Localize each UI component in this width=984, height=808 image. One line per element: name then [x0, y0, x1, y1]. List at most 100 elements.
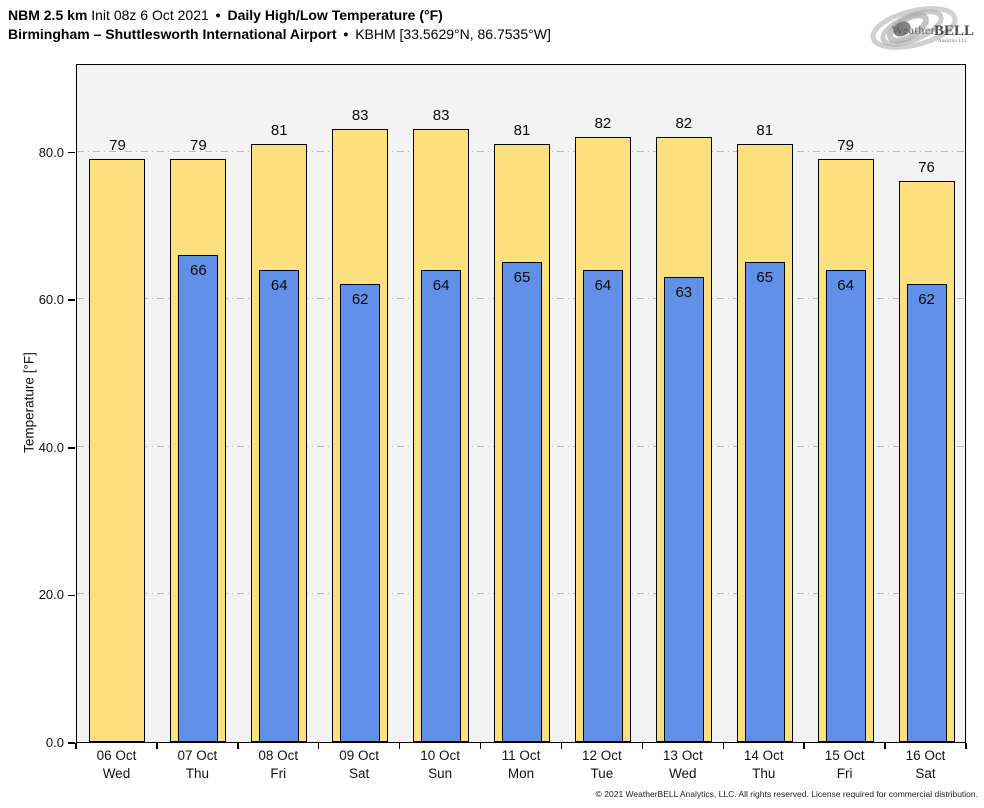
- x-label-weekday: Fri: [270, 766, 287, 781]
- high-value-label: 83: [432, 107, 450, 125]
- low-bar-08-Oct: [259, 269, 300, 742]
- x-label-date: 08 Oct: [258, 748, 299, 763]
- x-tick-mark: [641, 743, 644, 749]
- y-tick-mark: [68, 151, 75, 154]
- high-value-label: 79: [190, 136, 207, 154]
- x-tick-mark: [156, 743, 158, 749]
- model-name: NBM 2.5 km: [8, 7, 88, 23]
- title-line: NBM 2.5 km Init 08z 6 Oct 2021 • Daily H…: [8, 6, 551, 25]
- separator-bullet: •: [215, 7, 221, 23]
- x-label-weekday: Sat: [915, 766, 936, 781]
- high-value-label: 79: [109, 136, 126, 154]
- x-label-weekday: Wed: [102, 766, 131, 781]
- x-tick-mark: [317, 743, 320, 749]
- hurricane-swirl-icon: Weather BELL Analytics LLC: [870, 6, 974, 50]
- high-value-label: 82: [594, 114, 612, 132]
- x-axis-label: 09 Oct Sat: [319, 747, 400, 783]
- low-bar-09-Oct: [340, 284, 381, 742]
- copyright-notice: © 2021 WeatherBELL Analytics, LLC. All r…: [595, 789, 978, 799]
- low-bar-13-Oct: [663, 277, 704, 742]
- x-label-date: 11 Oct: [501, 748, 541, 763]
- low-bar-16-Oct: [906, 284, 947, 742]
- x-label-date: 16 Oct: [905, 748, 946, 763]
- x-tick-mark: [560, 743, 563, 749]
- high-value-label: 81: [756, 122, 774, 140]
- product-name: Daily High/Low Temperature (°F): [227, 7, 443, 23]
- y-tick-mark: [68, 447, 75, 449]
- x-tick-mark: [237, 743, 239, 749]
- low-value-label: 64: [432, 276, 450, 294]
- x-label-date: 12 Oct: [582, 748, 622, 763]
- subtitle-line: Birmingham – Shuttlesworth International…: [8, 25, 551, 44]
- x-label-weekday: Fri: [836, 766, 853, 781]
- low-bar-10-Oct: [421, 269, 462, 742]
- station-name: Birmingham – Shuttlesworth International…: [8, 26, 337, 42]
- x-axis-label: 10 Oct Sun: [400, 747, 481, 783]
- chart-header: NBM 2.5 km Init 08z 6 Oct 2021 • Daily H…: [8, 6, 551, 44]
- logo-text-weather: Weather: [892, 23, 935, 37]
- x-tick-mark: [479, 743, 482, 749]
- x-tick-mark: [803, 743, 805, 749]
- x-label-date: 14 Oct: [743, 748, 784, 763]
- high-value-label: 79: [837, 136, 854, 154]
- x-label-date: 15 Oct: [824, 748, 865, 763]
- y-tick-mark: [68, 594, 75, 597]
- high-value-label: 81: [513, 122, 531, 140]
- x-axis-label: 12 Oct Tue: [561, 747, 642, 783]
- x-label-date: 09 Oct: [339, 748, 380, 763]
- x-label-date: 10 Oct: [420, 748, 460, 763]
- low-value-label: 64: [594, 276, 612, 294]
- x-axis-label: 06 Oct Wed: [76, 747, 157, 783]
- y-tick-mark: [68, 742, 75, 744]
- x-axis-label: 11 Oct Mon: [481, 747, 562, 783]
- y-tick-mark: [68, 299, 75, 301]
- high-value-label: 76: [918, 159, 935, 177]
- init-time: Init 08z 6 Oct 2021: [91, 7, 209, 23]
- low-value-label: 62: [351, 291, 369, 309]
- low-bar-07-Oct: [178, 254, 219, 742]
- x-tick-mark: [722, 743, 725, 749]
- x-tick-mark: [884, 743, 886, 749]
- high-value-label: 83: [351, 107, 369, 125]
- x-tick-mark: [75, 743, 77, 749]
- separator-bullet: •: [343, 26, 349, 42]
- low-bar-15-Oct: [825, 269, 866, 742]
- logo-text-bell: BELL: [934, 23, 974, 39]
- x-tick-mark: [965, 743, 967, 749]
- y-tick-label: 40.0: [38, 439, 64, 455]
- plot-area: 79 79 66 81 64 83 62 83 64 81 65 82 64 82 63 81 65 79 64 76…: [76, 64, 966, 743]
- logo-text-analytics: Analytics LLC: [938, 39, 969, 44]
- x-tick-mark: [398, 743, 401, 749]
- low-value-label: 63: [675, 284, 693, 302]
- x-axis-label: 16 Oct Sat: [885, 747, 966, 783]
- low-value-label: 62: [918, 291, 935, 309]
- x-label-weekday: Sat: [349, 766, 370, 781]
- low-value-label: 64: [837, 276, 854, 294]
- weatherbell-logo: Weather BELL Analytics LLC: [868, 1, 978, 55]
- x-axis-label: 08 Oct Fri: [238, 747, 319, 783]
- low-value-label: 65: [756, 269, 774, 287]
- high-value-label: 82: [675, 114, 693, 132]
- x-label-weekday: Sun: [428, 766, 453, 781]
- low-bar-12-Oct: [582, 269, 623, 742]
- low-bar-14-Oct: [744, 262, 785, 742]
- x-axis-label: 15 Oct Fri: [804, 747, 885, 783]
- x-label-weekday: Wed: [669, 766, 697, 781]
- x-label-weekday: Tue: [590, 766, 614, 781]
- low-value-label: 65: [513, 269, 531, 287]
- y-tick-label: 20.0: [38, 587, 64, 603]
- low-bar-11-Oct: [502, 262, 542, 742]
- x-axis-label: 13 Oct Wed: [642, 747, 723, 783]
- x-axis-label: 07 Oct Thu: [157, 747, 238, 783]
- high-value-label: 81: [270, 122, 288, 140]
- x-label-weekday: Mon: [507, 766, 535, 781]
- high-bar-06-Oct: [89, 158, 146, 742]
- x-label-weekday: Thu: [752, 766, 776, 781]
- x-label-weekday: Thu: [185, 766, 209, 781]
- y-tick-label: 80.0: [38, 144, 64, 160]
- x-label-date: 07 Oct: [177, 748, 218, 763]
- x-label-date: 13 Oct: [662, 748, 703, 763]
- y-tick-label: 0.0: [45, 735, 64, 750]
- station-coordinates: KBHM [33.5629°N, 86.7535°W]: [355, 26, 551, 42]
